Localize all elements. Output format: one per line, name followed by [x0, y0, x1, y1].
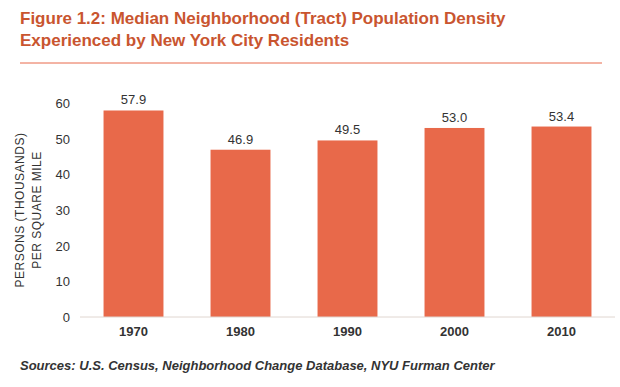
y-tick — [76, 317, 79, 318]
bar — [532, 127, 592, 317]
bar — [425, 128, 485, 317]
x-tick-label: 2010 — [547, 324, 576, 339]
data-label: 53.0 — [442, 110, 467, 125]
bar — [318, 140, 378, 317]
title: Figure 1.2: Median Neighborhood (Tract) … — [20, 8, 520, 52]
source-note: Sources: U.S. Census, Neighborhood Chang… — [20, 358, 495, 373]
data-label: 53.4 — [549, 109, 574, 124]
y-tick-label: 20 — [56, 239, 70, 254]
y-tick — [76, 281, 79, 282]
x-tick-label: 1980 — [226, 324, 255, 339]
y-tick-label: 50 — [56, 132, 70, 147]
y-tick — [76, 174, 79, 175]
x-tick-label: 1970 — [119, 324, 148, 339]
y-tick-label: 40 — [56, 167, 70, 182]
chart: 0 10 20 30 40 50 60 57.9 46.9 49.5 53.0 53.4 1970 198… — [0, 0, 620, 387]
data-label: 46.9 — [228, 132, 253, 147]
x-tick-label: 2000 — [440, 324, 469, 339]
bars — [104, 110, 592, 317]
data-label: 49.5 — [335, 122, 360, 137]
data-label: 57.9 — [121, 92, 146, 107]
bar — [211, 150, 271, 317]
y-tick-label: 30 — [56, 203, 70, 218]
y-axis-label: PERSONS (THOUSANDS) PER SQUARE MILE — [12, 130, 48, 290]
y-tick-label: 60 — [56, 96, 70, 111]
y-tick-label: 0 — [63, 310, 70, 325]
y-tick-label: 10 — [56, 274, 70, 289]
y-tick — [76, 210, 79, 211]
bar — [104, 110, 164, 317]
y-tick — [76, 103, 79, 104]
x-tick-label: 1990 — [333, 324, 362, 339]
title-rule — [20, 63, 602, 64]
y-tick — [76, 245, 79, 246]
baseline — [80, 317, 615, 318]
y-tick — [76, 138, 79, 139]
